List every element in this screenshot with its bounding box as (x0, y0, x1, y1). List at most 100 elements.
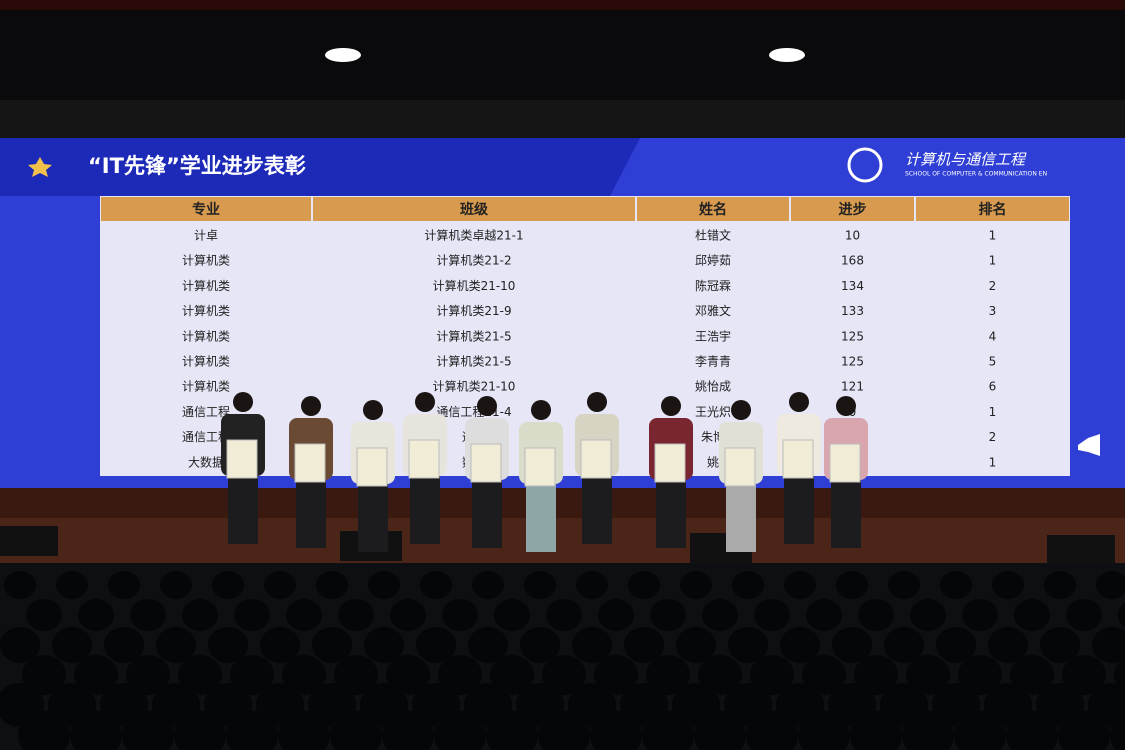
legs (831, 480, 861, 548)
head (731, 400, 751, 420)
audience-head (70, 711, 122, 750)
table-cell: 计算机类21-5 (436, 354, 511, 369)
header-cell (101, 197, 311, 221)
audience-head (174, 711, 226, 750)
audience-head (628, 571, 660, 599)
table-cell: 3 (989, 304, 997, 318)
audience-head (104, 627, 144, 663)
table-cell: 计算机类21-10 (433, 278, 516, 293)
audience-head (78, 599, 114, 631)
audience-head (642, 711, 694, 750)
audience-head (316, 571, 348, 599)
audience-head (992, 571, 1024, 599)
legs (472, 480, 502, 548)
stage-floor (0, 518, 1125, 563)
header-cell (791, 197, 914, 221)
audience-head (854, 655, 898, 695)
audience-head (698, 655, 742, 695)
audience-head (784, 571, 816, 599)
audience-head (382, 711, 434, 750)
legs (296, 480, 326, 548)
audience-head (208, 627, 248, 663)
stage-wall (0, 488, 1125, 518)
audience-head (122, 711, 174, 750)
audience-head (264, 571, 296, 599)
table-cell: 计算机类 (182, 278, 230, 293)
audience-head (572, 627, 612, 663)
certificate (470, 443, 502, 483)
audience-head (1092, 627, 1125, 663)
audience-head (650, 599, 686, 631)
logo-subtitle: SCHOOL OF COMPUTER & COMMUNICATION EN (905, 171, 1047, 178)
certificate (294, 443, 326, 483)
table-cell: 通信工程 (182, 429, 230, 444)
head (363, 400, 383, 420)
audience-head (212, 571, 244, 599)
audience-head (486, 711, 538, 750)
table-cell: 邓雅文 (695, 303, 731, 318)
audience-head (888, 571, 920, 599)
certificate (524, 447, 556, 487)
audience-head (182, 599, 218, 631)
audience-head (160, 571, 192, 599)
header-cell (637, 197, 789, 221)
audience-head (74, 655, 118, 695)
audience-head (524, 571, 556, 599)
audience-head (590, 711, 642, 750)
table-cell: 133 (841, 304, 864, 318)
table-cell: 计算机类21-5 (436, 328, 511, 343)
audience-head (806, 599, 842, 631)
audience-head (416, 627, 456, 663)
ceiling-band (0, 100, 1125, 140)
audience-head (954, 711, 1006, 750)
head (531, 400, 551, 420)
certificate (226, 439, 258, 479)
audience-head (126, 655, 170, 695)
audience-head (286, 599, 322, 631)
audience-head (732, 571, 764, 599)
audience-head (902, 711, 954, 750)
audience-head (1058, 711, 1110, 750)
audience-head (364, 627, 404, 663)
audience-head (494, 599, 530, 631)
audience-head (836, 571, 868, 599)
table-cell: 计算机类卓越21-1 (424, 228, 523, 243)
table-cell: 邱婷茹 (695, 253, 731, 268)
audience-head (434, 711, 486, 750)
screen-title: “IT先锋”学业进步表彰 (88, 154, 306, 178)
table-cell: 134 (841, 279, 864, 293)
table-cell: 计算机类 (182, 354, 230, 369)
table-cell: 1 (989, 254, 997, 268)
legs (582, 476, 612, 544)
audience-head (234, 599, 270, 631)
audience-head (538, 711, 590, 750)
table-cell: 121 (841, 380, 864, 394)
audience-head (330, 711, 382, 750)
table-cell: 计算机类 (182, 379, 230, 394)
audience-head (850, 711, 902, 750)
audience-head (936, 627, 976, 663)
table-cell: 125 (841, 329, 864, 343)
table-cell: 1 (989, 455, 997, 469)
audience-head (520, 627, 560, 663)
table-cell: 6 (989, 380, 997, 394)
legs (726, 484, 756, 552)
audience-head (368, 571, 400, 599)
table-cell: 计算机类21-2 (436, 253, 511, 268)
audience-head (598, 599, 634, 631)
legs (228, 476, 258, 544)
star-icon (28, 157, 52, 177)
audience-head (26, 599, 62, 631)
audience-head (260, 627, 300, 663)
audience-head (226, 711, 278, 750)
audience-head (780, 627, 820, 663)
audience-head (18, 711, 70, 750)
table-cell: 李青青 (695, 354, 731, 369)
table-cell: 168 (841, 254, 864, 268)
table-cell: 计算机类21-10 (433, 379, 516, 394)
audience-head (750, 655, 794, 695)
table-cell: 1 (989, 229, 997, 243)
certificate (654, 443, 686, 483)
table-cell: 姚 (707, 455, 719, 469)
audience-head (746, 711, 798, 750)
